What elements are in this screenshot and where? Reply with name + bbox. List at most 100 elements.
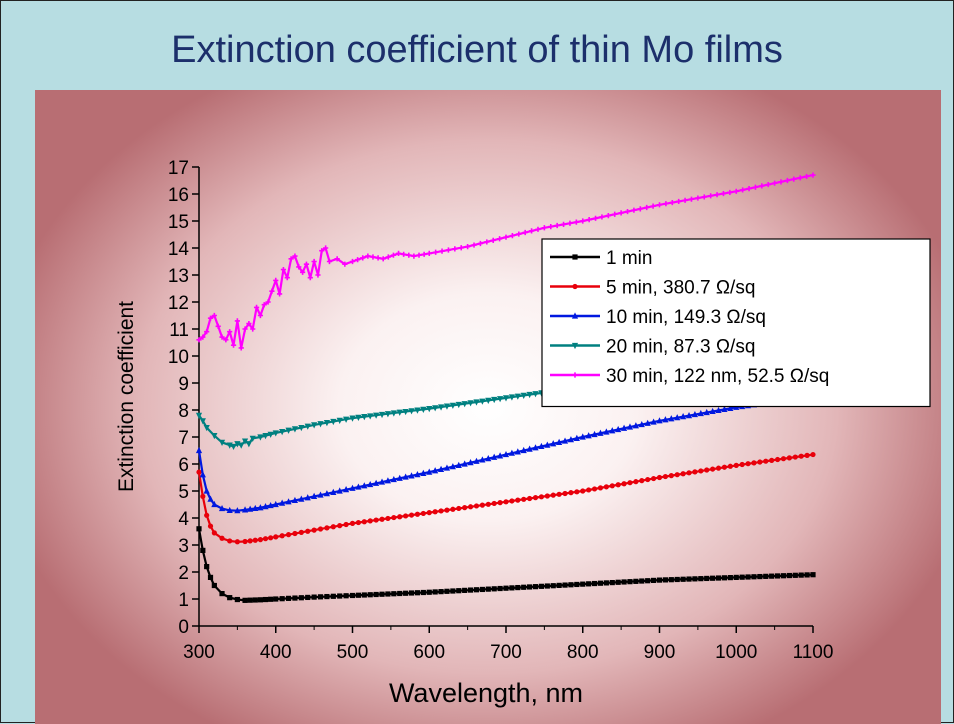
data-point <box>562 582 568 588</box>
data-point <box>384 411 392 418</box>
data-point <box>403 590 409 596</box>
data-point <box>432 467 439 474</box>
data-point <box>544 441 551 448</box>
data-point <box>443 403 451 410</box>
data-point <box>234 507 241 514</box>
data-point <box>223 337 229 343</box>
data-point <box>317 526 324 532</box>
data-point <box>343 486 350 493</box>
data-point <box>759 183 765 189</box>
data-point <box>336 487 343 494</box>
data-point <box>342 261 348 267</box>
data-point <box>330 488 337 495</box>
legend-box <box>541 238 931 408</box>
data-point <box>426 468 433 475</box>
data-point <box>620 424 628 431</box>
data-point <box>211 312 217 319</box>
data-point <box>662 577 669 583</box>
data-point <box>373 479 380 486</box>
data-point <box>196 337 202 343</box>
data-point <box>697 409 704 417</box>
data-point <box>204 329 210 335</box>
data-point <box>473 457 480 464</box>
data-point <box>645 578 651 584</box>
data-point <box>406 252 412 258</box>
x-tick-label: 1100 <box>793 642 834 663</box>
data-point <box>509 233 515 239</box>
data-point <box>792 572 798 578</box>
data-point <box>746 186 752 192</box>
data-point <box>288 256 294 262</box>
data-point <box>200 547 206 553</box>
data-point <box>573 434 580 441</box>
data-point <box>408 472 415 479</box>
data-point <box>680 413 687 420</box>
data-point <box>439 248 445 254</box>
data-point <box>686 576 692 582</box>
data-point <box>650 418 657 425</box>
data-point <box>365 253 371 259</box>
data-point <box>252 597 258 603</box>
data-point <box>656 577 663 583</box>
data-point <box>384 477 392 484</box>
data-point <box>757 459 763 465</box>
data-point <box>373 591 379 598</box>
data-point <box>267 431 274 438</box>
data-point <box>257 537 263 543</box>
data-point <box>521 584 527 590</box>
data-point <box>603 580 609 586</box>
data-point <box>461 460 468 467</box>
data-point <box>721 405 728 412</box>
y-tick-label: 1 <box>178 590 189 611</box>
data-point <box>662 416 669 423</box>
data-point <box>574 581 580 588</box>
data-point <box>765 181 771 188</box>
data-point <box>704 575 710 582</box>
data-point <box>615 425 622 433</box>
data-point <box>491 500 497 507</box>
data-point <box>591 486 598 492</box>
data-point <box>268 596 274 602</box>
data-point <box>786 455 792 461</box>
data-point <box>449 402 456 409</box>
data-point <box>550 583 556 589</box>
data-point <box>544 493 550 499</box>
data-point <box>336 417 343 424</box>
data-point <box>508 394 516 401</box>
data-point <box>207 523 214 529</box>
legend-swatch-marker <box>571 312 579 319</box>
data-point <box>391 514 397 521</box>
data-point <box>304 494 311 501</box>
data-point <box>597 429 604 436</box>
data-point <box>580 581 586 587</box>
data-point <box>408 512 415 518</box>
data-point <box>379 516 385 522</box>
data-point <box>692 469 698 475</box>
data-point <box>334 256 340 262</box>
y-tick-label: 2 <box>178 563 189 584</box>
data-point <box>247 505 254 512</box>
data-point <box>516 231 522 237</box>
y-tick-label: 9 <box>178 374 189 395</box>
data-point <box>798 572 804 578</box>
data-point <box>650 203 656 209</box>
data-point <box>291 426 299 433</box>
data-point <box>774 456 781 463</box>
data-point <box>284 275 290 281</box>
data-point <box>621 481 627 487</box>
data-point <box>444 507 450 513</box>
data-point <box>298 424 305 432</box>
data-point <box>497 500 503 506</box>
data-point <box>355 257 361 263</box>
data-point <box>432 405 439 412</box>
data-point <box>262 503 269 510</box>
data-point <box>491 396 498 404</box>
series-1 <box>196 526 816 603</box>
y-tick-label: 16 <box>168 185 189 206</box>
y-tick-label: 14 <box>168 239 190 260</box>
data-point <box>450 588 456 594</box>
data-point <box>538 442 545 450</box>
data-point <box>605 213 611 219</box>
data-point <box>292 253 298 259</box>
data-point <box>390 475 397 483</box>
